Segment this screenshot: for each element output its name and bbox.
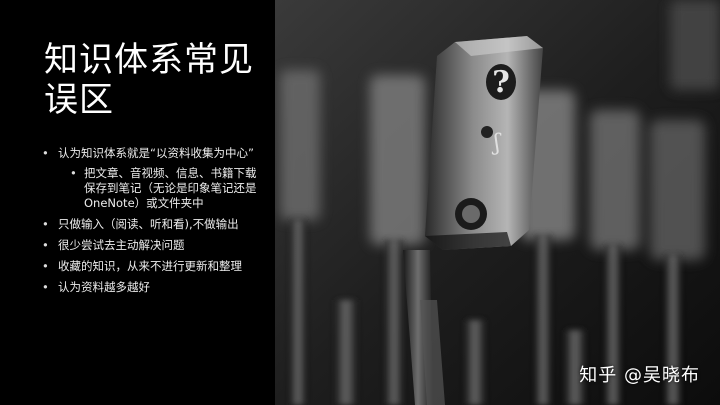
- sub-bullet-item: 把文章、音视频、信息、书籍下载保存到笔记（无论是印象笔记还是OneNote）或文…: [70, 166, 267, 211]
- question-mark-key: ? ʃ: [425, 36, 543, 250]
- typewriter-keys-photo: ? ʃ 知乎 @吴晓布: [275, 0, 720, 405]
- key-glyph-second: ʃ: [491, 131, 502, 156]
- sub-bullet-list: 把文章、音视频、信息、书籍下载保存到笔记（无论是印象笔记还是OneNote）或文…: [58, 166, 267, 211]
- watermark: 知乎 @吴晓布: [579, 365, 700, 386]
- bullet-item: 只做输入（阅读、听和看),不做输出: [42, 217, 267, 232]
- bullet-item: 很少尝试去主动解决问题: [42, 238, 267, 253]
- text-panel: 知识体系常见误区 认为知识体系就是“以资料收集为中心” 把文章、音视频、信息、书…: [0, 0, 275, 405]
- bullet-item: 收藏的知识，从来不进行更新和整理: [42, 259, 267, 274]
- key-glyph-question: ?: [492, 65, 510, 100]
- bullet-item: 认为资料越多越好: [42, 280, 267, 295]
- bullet-item: 认为知识体系就是“以资料收集为中心” 把文章、音视频、信息、书籍下载保存到笔记（…: [42, 146, 267, 211]
- bullet-text: 认为知识体系就是“以资料收集为中心”: [58, 146, 254, 160]
- slide-title: 知识体系常见误区: [44, 40, 254, 120]
- typewriter-illustration: ? ʃ: [275, 0, 720, 405]
- bullet-list: 认为知识体系就是“以资料收集为中心” 把文章、音视频、信息、书籍下载保存到笔记（…: [42, 146, 267, 301]
